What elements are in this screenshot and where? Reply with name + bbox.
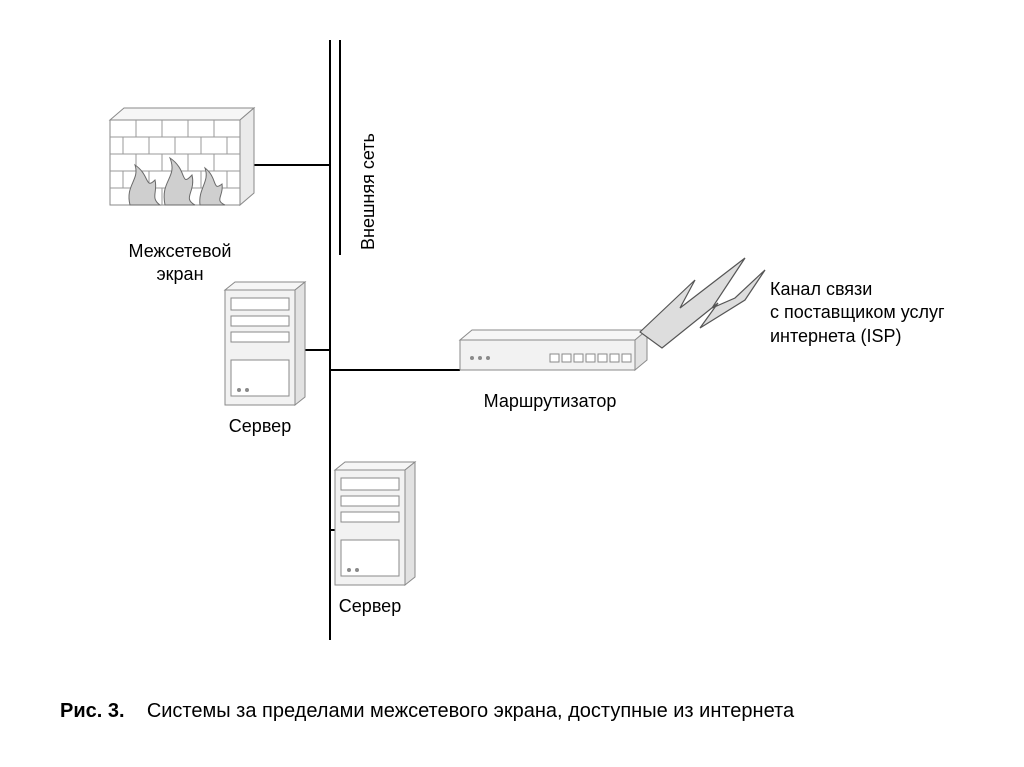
firewall-label: Межсетевой экран xyxy=(80,240,280,287)
firewall-icon xyxy=(110,108,254,205)
caption-text: Системы за пределами межсетевого экрана,… xyxy=(147,700,794,722)
figure-caption: Рис. 3. Системы за пределами межсетевого… xyxy=(60,700,794,723)
lightning-bolt-icon xyxy=(640,258,765,348)
server1-icon xyxy=(225,282,305,405)
diagram-svg xyxy=(0,0,1024,767)
server1-label: Сервер xyxy=(210,415,310,438)
router-icon xyxy=(460,330,647,370)
caption-prefix: Рис. 3. xyxy=(60,700,125,722)
router-label: Маршрутизатор xyxy=(460,390,640,413)
diagram-stage: Межсетевой экран Сервер Сервер Маршрутиз… xyxy=(0,0,1024,767)
server2-icon xyxy=(335,462,415,585)
server2-label: Сервер xyxy=(320,595,420,618)
external-net-label: Внешняя сеть xyxy=(358,133,379,250)
isp-label: Канал связи с поставщиком услуг интернет… xyxy=(770,278,1000,348)
